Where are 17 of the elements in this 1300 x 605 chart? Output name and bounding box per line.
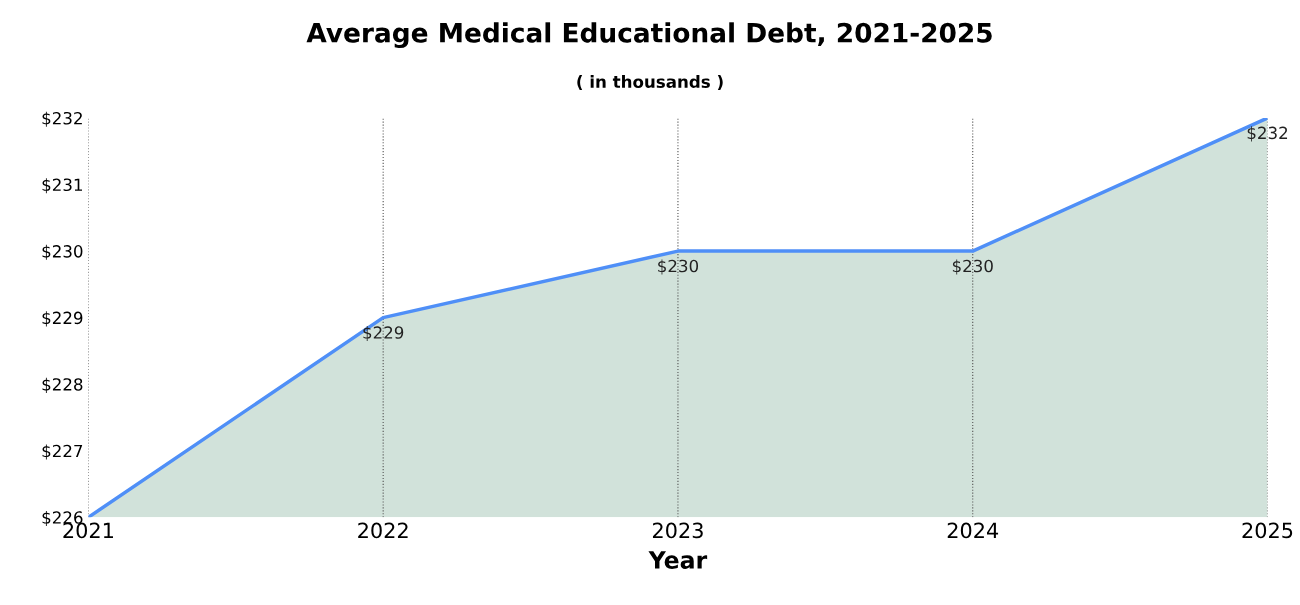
x-tick-label: 2023 xyxy=(652,522,703,539)
x-axis-title: Year xyxy=(648,551,708,569)
x-tick-label: 2024 xyxy=(947,522,999,539)
data-label: $229 xyxy=(363,325,404,342)
chart-title: Average Medical Educational Debt, 2021-2025 xyxy=(306,22,992,49)
chart-subtitle: ( in thousands ) xyxy=(577,75,723,90)
y-tick-label: $232 xyxy=(42,111,82,127)
data-label: $230 xyxy=(658,259,699,275)
x-tick-label: 2022 xyxy=(358,522,408,539)
y-tick-label: $230 xyxy=(42,244,83,260)
data-label: $230 xyxy=(952,259,993,275)
y-tick-label: $229 xyxy=(42,311,83,327)
y-tick-label: $231 xyxy=(42,178,82,194)
data-label: $232 xyxy=(1247,126,1288,142)
y-tick-label: $228 xyxy=(42,377,83,393)
y-tick-label: $227 xyxy=(42,444,83,460)
x-tick-label: 2025 xyxy=(1242,522,1293,539)
